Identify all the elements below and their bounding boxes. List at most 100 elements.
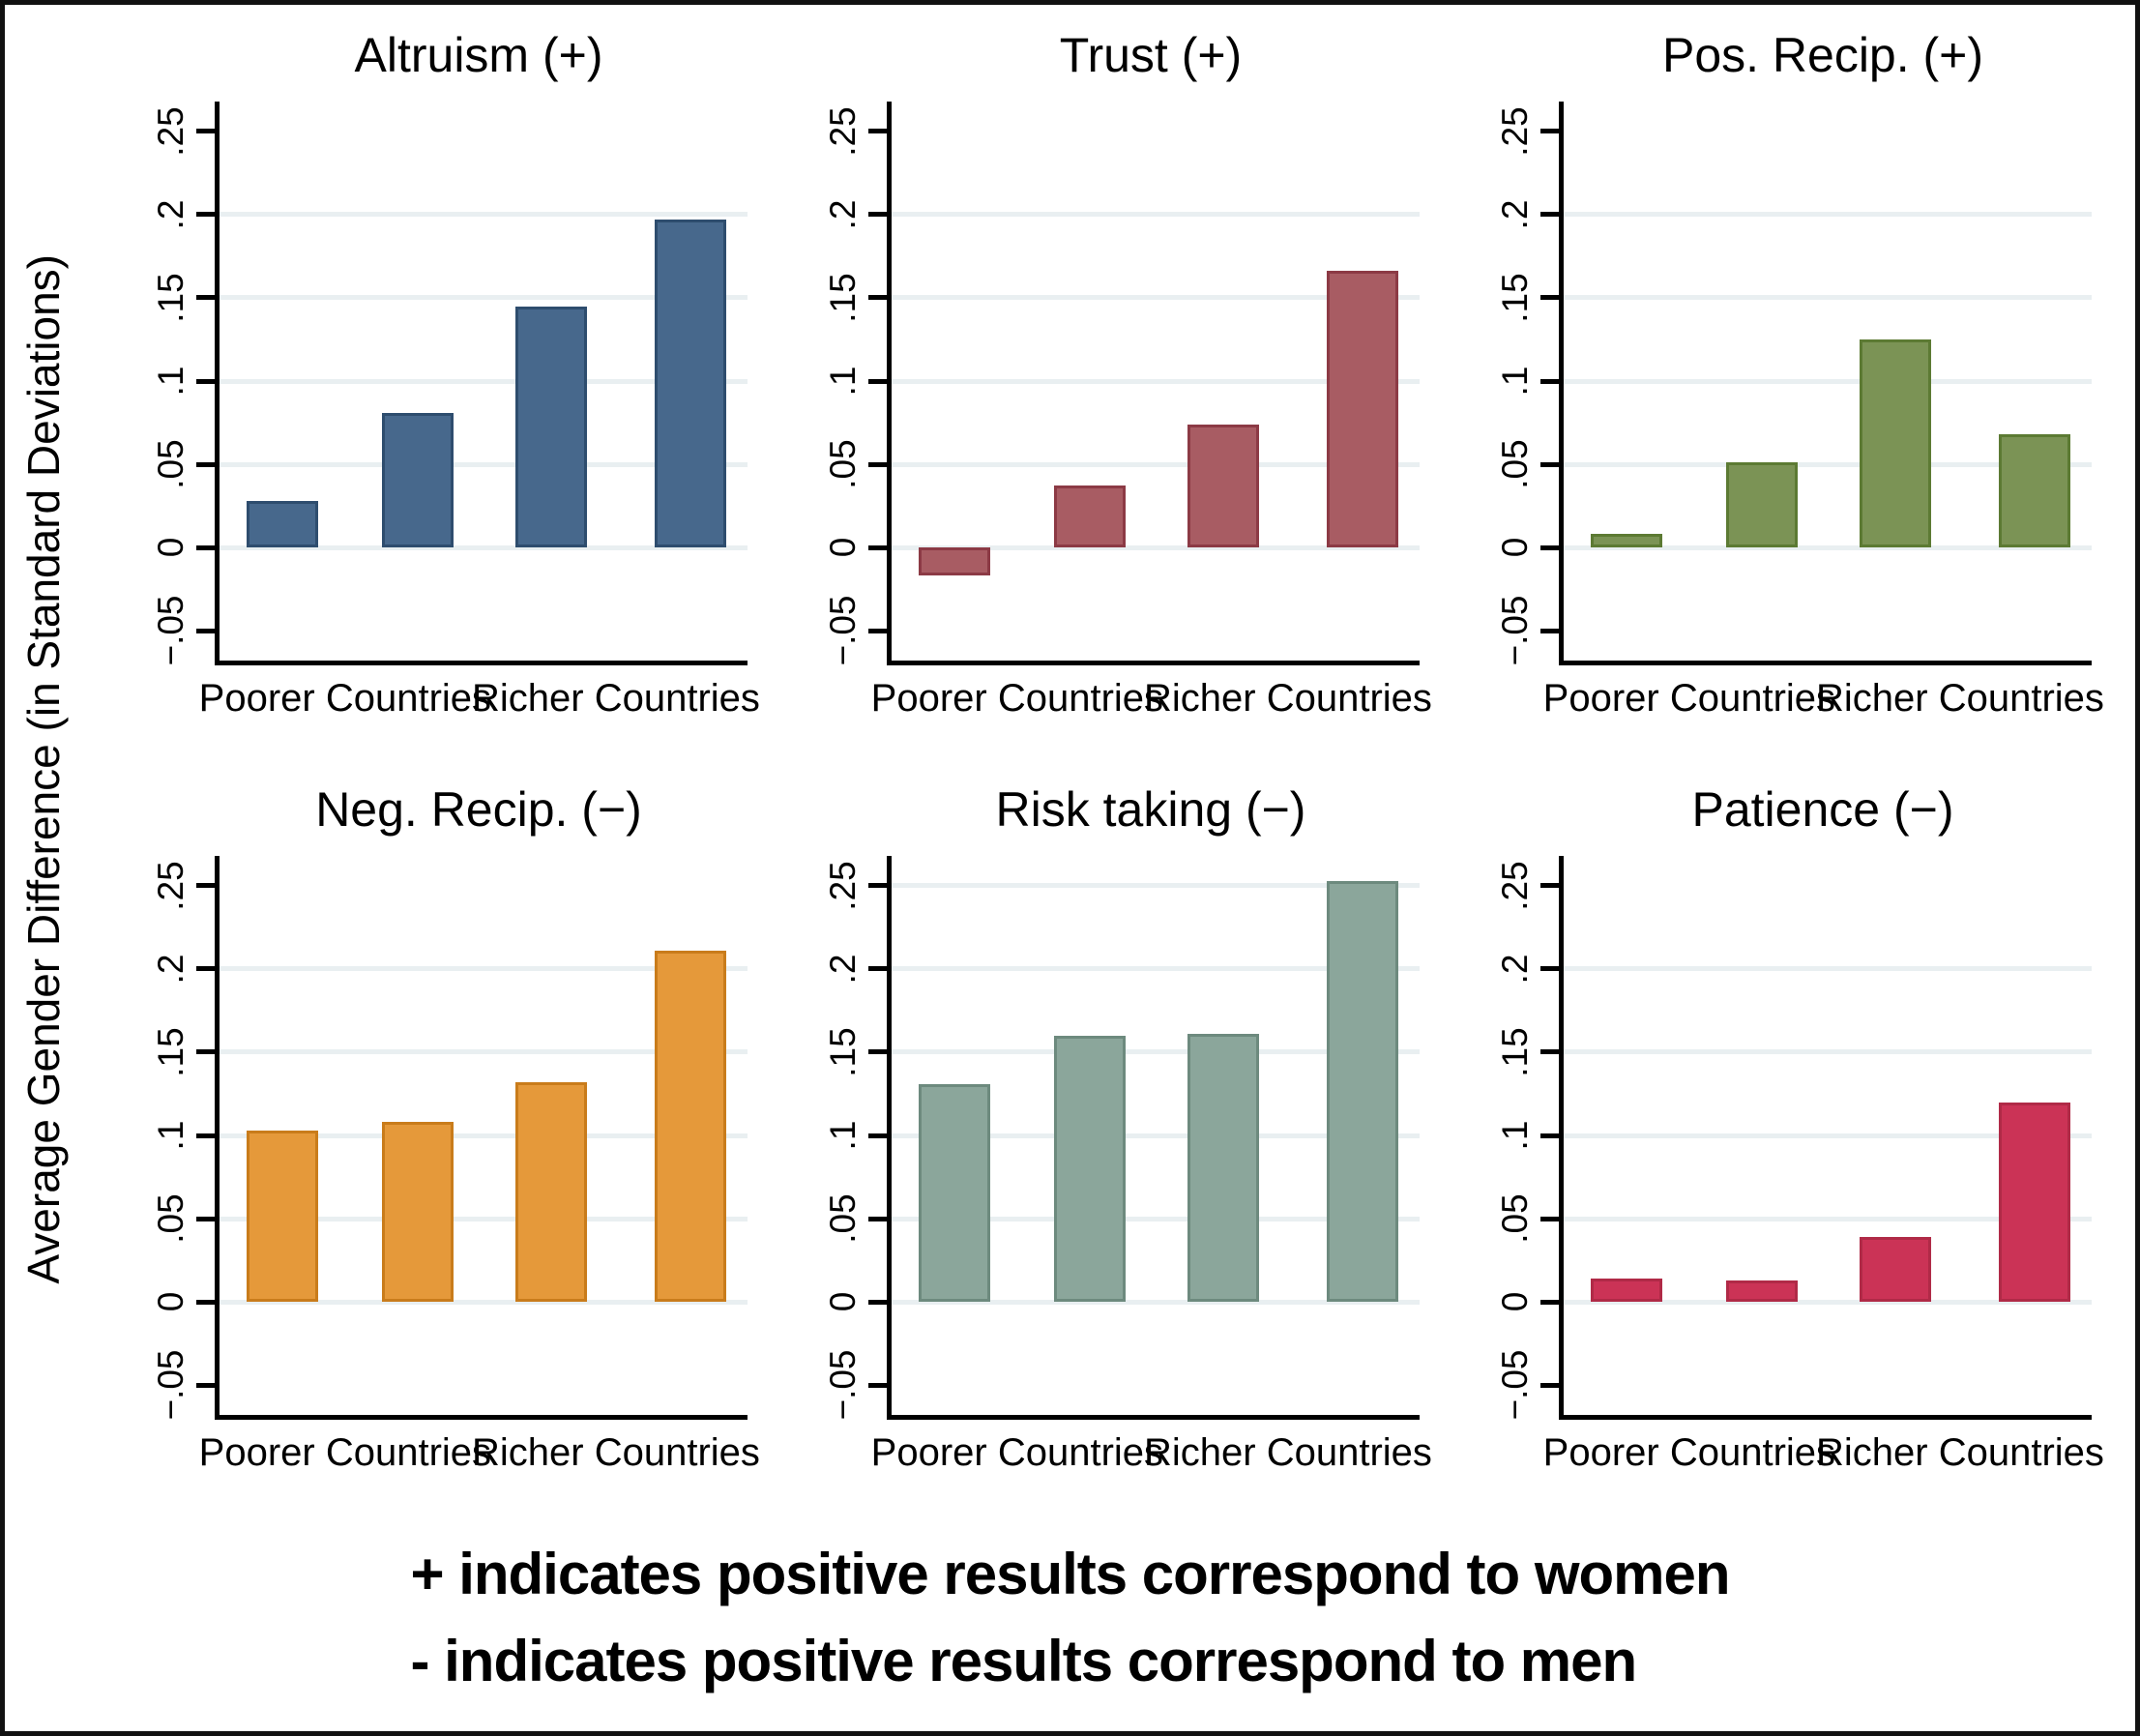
y-tick-label: .05 bbox=[823, 439, 863, 489]
y-tick-label: .15 bbox=[151, 273, 191, 323]
panel-title-patience: Patience (−) bbox=[1691, 782, 1954, 837]
gridline bbox=[892, 966, 1420, 972]
y-tick-label: .2 bbox=[151, 199, 191, 230]
panel-title-altruism: Altruism (+) bbox=[354, 28, 603, 82]
gridline bbox=[220, 378, 748, 384]
x-axis-labels-trust: Poorer Countries Richer Countries bbox=[871, 677, 1432, 725]
y-tick-mark bbox=[196, 1216, 215, 1221]
y-tick-label: .25 bbox=[1495, 861, 1535, 911]
panel-risk-taking: Risk taking (−) .25 .2 .15 .1 .05 0 −.05 Poorer … bbox=[823, 779, 1432, 1480]
y-tick-mark bbox=[868, 1382, 887, 1388]
y-tick-label: −.05 bbox=[151, 1349, 191, 1421]
gridline bbox=[892, 1049, 1420, 1055]
y-tick-label: .2 bbox=[823, 199, 863, 230]
y-tick-mark bbox=[1540, 628, 1559, 633]
x-axis-labels-pos-recip: Poorer Countries Richer Countries bbox=[1543, 677, 2104, 725]
y-tick-mark bbox=[1540, 1382, 1559, 1388]
bar-altruism-1 bbox=[246, 500, 318, 547]
y-tick-mark bbox=[1540, 461, 1559, 467]
gridline bbox=[892, 1216, 1420, 1221]
bar-pos-recip-2 bbox=[1725, 462, 1798, 547]
gridline bbox=[220, 1133, 748, 1138]
y-tick-mark bbox=[196, 212, 215, 218]
gridline bbox=[220, 212, 748, 218]
bar-pos-recip-4 bbox=[1999, 434, 2071, 548]
plot-area-trust: .25 .2 .15 .1 .05 0 −.05 bbox=[823, 102, 1420, 666]
y-tick-mark bbox=[196, 295, 215, 301]
bar-altruism-4 bbox=[655, 220, 727, 547]
panel-patience: Patience (−) .25 .2 .15 .1 .05 0 −.05 Poorer Cou… bbox=[1495, 779, 2104, 1480]
bar-neg-recip-1 bbox=[246, 1130, 318, 1302]
y-axis-label: Average Gender Difference (in Standard D… bbox=[13, 73, 74, 1465]
x-label-richer-countries: Richer Countries bbox=[1144, 1431, 1432, 1474]
x-label-richer-countries: Richer Countries bbox=[1816, 1431, 2104, 1474]
y-tick-mark bbox=[196, 1299, 215, 1305]
panel-grid: Altruism (+) .25.2.15.1.05 0 −.05 Poorer Cou… bbox=[151, 24, 2104, 1480]
plot-area-patience: .25 .2 .15 .1 .05 0 −.05 bbox=[1495, 856, 2092, 1421]
x-label-poorer-countries: Poorer Countries bbox=[198, 1431, 492, 1474]
bar-risk-taking-1 bbox=[918, 1083, 990, 1303]
x-axis-labels-neg-recip: Poorer Countries Richer Countries bbox=[199, 1431, 760, 1480]
y-tick-label: .1 bbox=[823, 1120, 863, 1151]
y-tick-label: .1 bbox=[1495, 1120, 1535, 1151]
gridline bbox=[1564, 544, 2092, 550]
y-tick-mark bbox=[196, 544, 215, 550]
y-tick-mark bbox=[868, 212, 887, 218]
y-tick-mark bbox=[1540, 212, 1559, 218]
y-tick-label: .15 bbox=[1495, 1027, 1535, 1077]
gridline bbox=[1564, 1133, 2092, 1138]
gridline bbox=[1564, 1299, 2092, 1305]
figure-caption: + indicates positive results correspond … bbox=[5, 1531, 2135, 1705]
gridline bbox=[1564, 461, 2092, 467]
y-tick-label: 0 bbox=[151, 1291, 191, 1312]
y-tick-mark bbox=[868, 295, 887, 301]
y-tick-label: 0 bbox=[1495, 1291, 1535, 1312]
x-axis-labels-altruism: Poorer Countries Richer Countries bbox=[199, 677, 760, 725]
y-tick-label: .05 bbox=[1495, 1193, 1535, 1244]
bar-patience-4 bbox=[1999, 1102, 2071, 1303]
y-tick-mark bbox=[868, 966, 887, 972]
y-tick-label: .25 bbox=[823, 861, 863, 911]
y-tick-label: 0 bbox=[823, 537, 863, 558]
bar-neg-recip-4 bbox=[655, 951, 727, 1303]
gridline bbox=[220, 1049, 748, 1055]
gridline bbox=[892, 1299, 1420, 1305]
y-tick-label: .05 bbox=[151, 1193, 191, 1244]
y-tick-mark bbox=[868, 544, 887, 550]
x-axis-labels-risk-taking: Poorer Countries Richer Countries bbox=[871, 1431, 1432, 1480]
panel-altruism: Altruism (+) .25 .2 .15 .1 .05 0 −.05 Poorer Cou… bbox=[151, 24, 760, 725]
y-tick-label: .25 bbox=[823, 106, 863, 157]
plot-area-neg-recip: .25 .2 .15 .1 .05 0 −.05 bbox=[151, 856, 748, 1421]
gridline bbox=[220, 295, 748, 301]
bar-pos-recip-3 bbox=[1859, 338, 1931, 547]
y-tick-label: 0 bbox=[823, 1291, 863, 1312]
gridline bbox=[892, 461, 1420, 467]
gridline bbox=[892, 378, 1420, 384]
gridline bbox=[220, 966, 748, 972]
y-tick-label: .2 bbox=[823, 954, 863, 985]
y-tick-mark bbox=[868, 461, 887, 467]
y-tick-label: .05 bbox=[151, 439, 191, 489]
bar-trust-2 bbox=[1053, 485, 1126, 548]
y-tick-mark bbox=[1540, 295, 1559, 301]
bar-patience-3 bbox=[1859, 1236, 1931, 1302]
y-tick-label: −.05 bbox=[151, 595, 191, 666]
y-tick-mark bbox=[196, 883, 215, 889]
panel-title-risk-taking: Risk taking (−) bbox=[995, 782, 1306, 837]
y-tick-label: .1 bbox=[823, 366, 863, 397]
y-tick-label: 0 bbox=[151, 537, 191, 558]
gridline bbox=[1564, 1049, 2092, 1055]
y-tick-label: .15 bbox=[823, 1027, 863, 1077]
x-label-richer-countries: Richer Countries bbox=[1816, 677, 2104, 720]
plot-area-pos-recip: .25 .2 .15 .1 .05 0 −.05 bbox=[1495, 102, 2092, 666]
y-tick-mark bbox=[868, 1299, 887, 1305]
gridline bbox=[892, 883, 1420, 889]
y-tick-label: .2 bbox=[1495, 954, 1535, 985]
y-tick-label: −.05 bbox=[823, 595, 863, 666]
caption-line-minus: - indicates positive results correspond … bbox=[410, 1629, 1637, 1693]
bar-trust-4 bbox=[1327, 271, 1399, 547]
y-tick-label: .05 bbox=[823, 1193, 863, 1244]
y-tick-mark bbox=[868, 1133, 887, 1138]
panel-title-pos-recip: Pos. Recip. (+) bbox=[1661, 28, 1984, 82]
